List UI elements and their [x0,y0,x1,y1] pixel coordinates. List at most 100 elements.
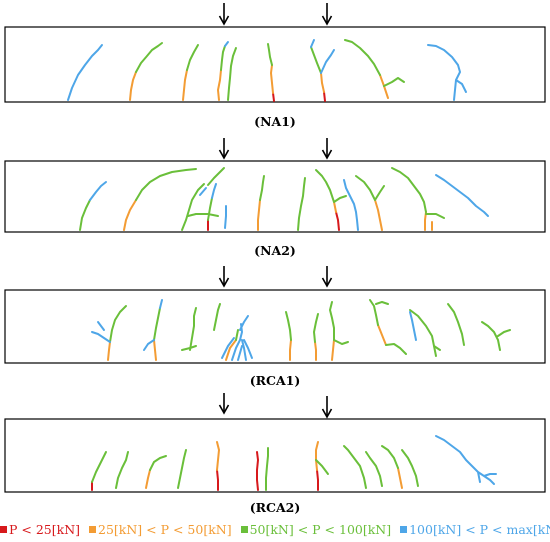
crack-line [221,315,253,361]
crack-line [391,167,445,219]
crack-line [153,307,161,341]
crack-line [397,467,403,489]
crack-line [409,309,441,357]
beam-na2 [4,138,546,233]
crack-line [374,199,383,231]
beam-rca2 [4,393,546,493]
crack-line [333,201,337,213]
crack-line [199,183,227,229]
crack-line [365,451,383,487]
crack-line [67,44,103,101]
crack-line [220,45,226,71]
crack-line [355,175,385,201]
crack-line [89,181,107,201]
crack-line [123,199,137,231]
crack-line [343,445,367,489]
crack-line [216,441,220,471]
crack-line [143,299,163,351]
crack-line [323,91,326,102]
crack-line [297,177,306,231]
crack-line [310,46,322,74]
crack-line [135,42,163,73]
legend-text: 25[kN] < P < 50[kN] [98,522,232,537]
load-arrow [321,266,333,288]
crack-line [177,449,187,489]
crack-line [227,47,237,101]
crack-line [267,43,273,66]
load-arrow [321,396,333,419]
legend-text: P < 25[kN] [9,522,81,537]
crack-line [314,341,317,361]
load-arrow [218,3,230,26]
crack-line [270,64,274,94]
crack-line [409,311,417,341]
crack-line [213,303,239,341]
legend-item-p-lt-25: P < 25[kN] [0,522,80,537]
crack-lines [91,435,497,491]
crack-line [272,92,275,102]
crack-line [335,211,340,231]
crack-line [401,449,419,487]
crack-line [265,447,269,491]
swatch-icon [89,526,96,533]
crack-lines [91,299,511,361]
legend-item-50-100: 50[kN] < P < 100[kN] [240,522,392,537]
crack-line [329,301,349,345]
crack-line [91,451,107,483]
beam-na1 [4,3,546,103]
crack-line [109,305,127,343]
crack-line [315,441,319,471]
swatch-icon [0,526,7,533]
load-arrow [321,3,333,26]
crack-line [149,455,167,471]
crack-line [259,175,265,201]
beam-outline [4,160,546,233]
crack-line [447,303,465,346]
legend-text: 100[kN] < P < max[kN] [409,522,550,537]
legend-text: 50[kN] < P < 100[kN] [249,522,392,537]
crack-line [344,39,405,87]
crack-line [256,451,259,491]
crack-line [435,174,489,217]
crack-line [186,44,199,71]
beam-outline [4,289,546,364]
crack-line [216,469,219,491]
legend: P < 25[kN] 25[kN] < P < 50[kN] 50[kN] < … [0,522,550,537]
crack-line [129,71,137,101]
swatch-icon [240,526,248,533]
load-arrow [218,266,230,288]
crack-line [145,469,151,489]
crack-line [316,469,319,491]
crack-line [182,69,188,101]
crack-line [310,39,335,74]
crack-line [285,311,292,341]
crack-line [224,41,229,47]
crack-lines [67,39,467,102]
beam-label-na1: (NA1) [254,114,296,129]
crack-line [381,445,399,469]
crack-line [481,321,511,351]
beam-label-rca1: (RCA1) [249,373,301,388]
load-arrow [321,138,333,160]
crack-line [115,451,129,489]
crack-line [153,339,157,361]
crack-line [369,299,407,355]
crack-line [315,169,347,203]
crack-line [435,435,497,485]
legend-item-25-50: 25[kN] < P < 50[kN] [89,522,232,537]
crack-line [315,459,329,475]
crack-line [257,199,261,231]
crack-line [91,321,111,343]
crack-line [79,199,91,231]
crack-line [207,167,225,186]
beam-outline [4,418,546,493]
load-arrow [218,393,230,415]
crack-lines [79,167,489,231]
crack-line [181,307,197,351]
crack-line [289,339,292,361]
crack-line [320,72,325,93]
beam-rca1 [4,266,546,364]
load-arrow [218,138,230,160]
crack-line [181,183,219,231]
crack-line [331,339,335,361]
